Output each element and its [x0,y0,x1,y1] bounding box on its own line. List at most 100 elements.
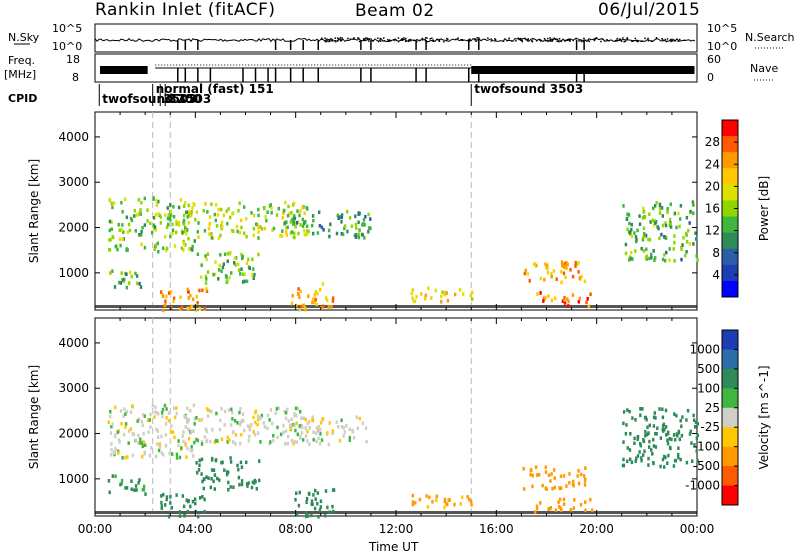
data-point [125,285,128,290]
freq-label: Freq. [8,54,35,67]
data-point [188,210,192,214]
data-point [293,439,296,444]
data-point [295,303,298,308]
data-point [304,417,307,422]
freq-block [100,66,148,74]
nsearch-point [368,38,371,41]
data-point [165,415,168,420]
data-point [679,217,682,221]
data-point [330,305,333,309]
data-point [571,293,575,297]
data-point [579,503,583,507]
data-point [335,420,338,424]
data-point [241,280,245,284]
data-point [206,252,210,256]
data-point [133,488,136,492]
data-point [175,452,179,457]
data-point [305,232,308,237]
data-point [204,427,208,431]
data-point [626,408,629,412]
data-point [445,291,448,295]
data-point [182,504,186,509]
nsearch-point [670,39,673,42]
data-point [160,504,163,508]
data-point [141,413,145,417]
data-point [544,470,548,474]
data-point [638,450,641,454]
data-point [695,436,698,440]
data-point [666,207,669,211]
nsearch-point [421,37,423,40]
data-point [248,266,251,271]
nsearch-point [560,40,562,42]
data-point [190,210,193,214]
nsearch-point [622,37,624,39]
data-point [141,423,144,428]
data-point [332,509,335,514]
data-point [532,262,536,266]
data-point [211,427,214,432]
data-point [228,438,231,442]
nave-tick-high: 60 [707,53,721,66]
nsearch-point [632,40,635,42]
data-point [136,419,139,423]
nsearch-point [377,37,379,39]
data-point [553,468,556,472]
data-point [245,216,248,221]
data-point [295,440,299,444]
data-point [227,251,230,256]
data-point [239,406,242,411]
data-point [565,484,568,488]
data-point [110,227,113,231]
data-point [119,243,122,248]
data-point [144,492,147,496]
data-point [447,498,450,503]
data-point [539,276,542,281]
data-point [290,439,293,443]
data-point [690,441,693,445]
data-point [445,501,448,506]
data-point [226,440,229,444]
data-point [167,411,171,415]
data-point [660,232,663,237]
y-tick-label: 3000 [58,381,89,395]
data-point [179,307,182,311]
data-point [257,230,260,234]
x-tick-label: 00:00 [78,522,113,536]
data-point [124,425,127,429]
data-point [283,410,286,414]
data-point [257,225,260,230]
data-point [324,513,327,518]
colorbar-swatch [722,446,738,467]
y-tick-label: 2000 [58,221,89,235]
data-point [305,496,309,501]
data-point [156,241,159,246]
data-point [110,424,113,429]
nsearch-point [438,38,440,41]
data-point [187,289,190,294]
data-point [186,509,189,514]
data-point [634,418,637,422]
data-point [186,306,189,311]
data-point [633,436,636,441]
data-point [661,407,664,411]
data-point [228,275,231,280]
data-point [331,431,334,436]
data-point [642,226,646,231]
data-point [138,281,141,286]
data-point [276,425,279,430]
data-point [357,235,360,240]
data-point [626,227,629,232]
data-point [143,452,146,456]
data-point [200,440,204,444]
data-point [182,439,185,444]
colorbar-swatch [722,280,738,298]
data-point [125,272,128,276]
data-point [572,483,575,488]
data-point [546,270,550,275]
data-point [160,494,163,498]
data-point [304,426,307,431]
data-point [167,418,171,423]
data-point [119,482,122,487]
